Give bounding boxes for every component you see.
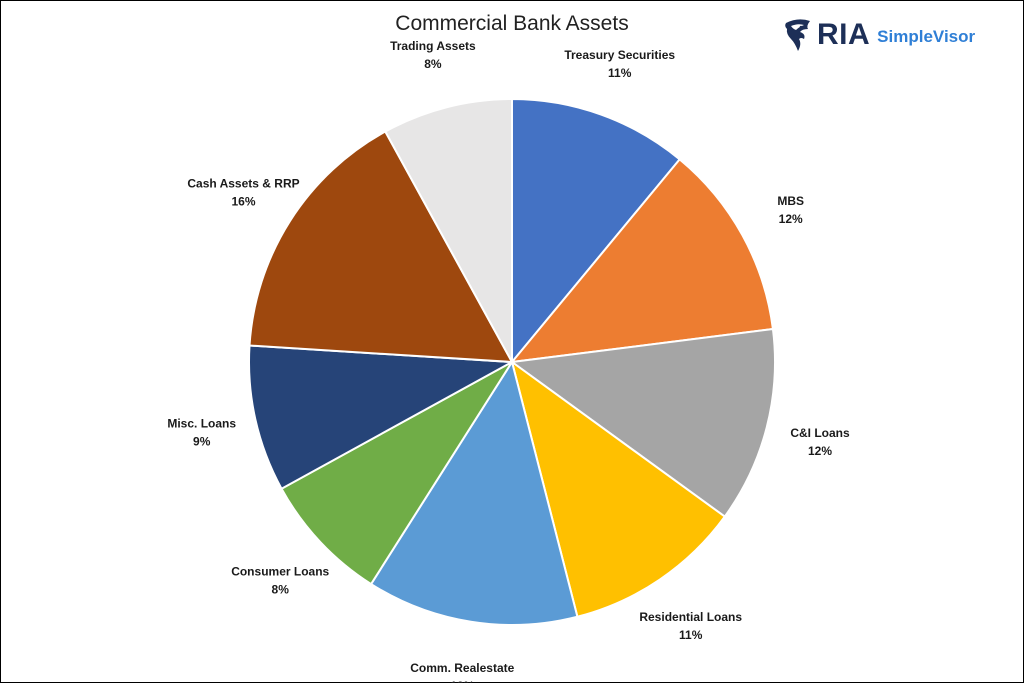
- slice-category-label: Misc. Loans: [167, 416, 236, 430]
- pie-slice-trading-assets: [383, 97, 513, 363]
- pie-slice-treasury-securities: [511, 97, 682, 365]
- ria-simplevisor-logo: RIA SimpleVisor: [782, 15, 975, 55]
- slice-category-label: Treasury Securities: [564, 48, 675, 62]
- slice-label-trading-assets: Trading Assets 8%: [390, 39, 476, 71]
- slice-category-label: Consumer Loans: [231, 565, 329, 579]
- slice-category-label: C&I Loans: [790, 426, 850, 440]
- pie-slice-residential-loans: [510, 359, 727, 618]
- slice-percent-label: 16%: [231, 195, 255, 209]
- slice-label-c-i-loans: C&I Loans 12%: [790, 426, 850, 458]
- slice-percent-label: 12%: [808, 444, 832, 458]
- pie-slice-consumer-loans: [280, 361, 513, 586]
- slice-label-treasury-securities: Treasury Securities 11%: [564, 48, 675, 80]
- slice-percent-label: 12%: [779, 212, 803, 226]
- pie-slice-cash-assets-rrp: [248, 130, 514, 364]
- slice-label-mbs: MBS 12%: [777, 194, 804, 226]
- slice-label-cash-assets-rrp: Cash Assets & RRP 16%: [187, 177, 299, 209]
- slice-category-label: MBS: [777, 194, 804, 208]
- eagle-logo-icon: [785, 19, 810, 51]
- slice-percent-label: 8%: [272, 583, 290, 597]
- pie-slice-misc-loans: [248, 344, 516, 491]
- logo-ria-text: RIA: [817, 18, 871, 51]
- chart-title: Commercial Bank Assets: [395, 12, 629, 35]
- slice-percent-label: 8%: [424, 57, 442, 71]
- slice-category-label: Cash Assets & RRP: [187, 177, 299, 191]
- pie-labels: Treasury Securities 11% MBS 12% C&I Loans 12%…: [167, 39, 850, 683]
- pie-slice-c-i-loans: [509, 327, 776, 518]
- slice-category-label: Residential Loans: [639, 610, 742, 624]
- slice-category-label: Comm. Realestate: [410, 661, 514, 675]
- pie-slice-comm-realestate: [369, 359, 579, 627]
- pie-slices: [248, 97, 776, 627]
- slice-percent-label: 11%: [608, 66, 632, 80]
- pie-slice-mbs: [509, 157, 775, 364]
- slice-label-consumer-loans: Consumer Loans 8%: [231, 565, 329, 597]
- slice-percent-label: 13%: [450, 679, 474, 683]
- logo-simplevisor-text: SimpleVisor: [877, 27, 976, 46]
- slice-label-comm-realestate: Comm. Realestate 13%: [410, 661, 514, 683]
- slice-percent-label: 11%: [679, 628, 703, 642]
- slice-percent-label: 9%: [193, 434, 211, 448]
- slice-label-misc-loans: Misc. Loans 9%: [167, 416, 236, 448]
- slice-label-residential-loans: Residential Loans 11%: [639, 610, 742, 642]
- slice-category-label: Trading Assets: [390, 39, 476, 53]
